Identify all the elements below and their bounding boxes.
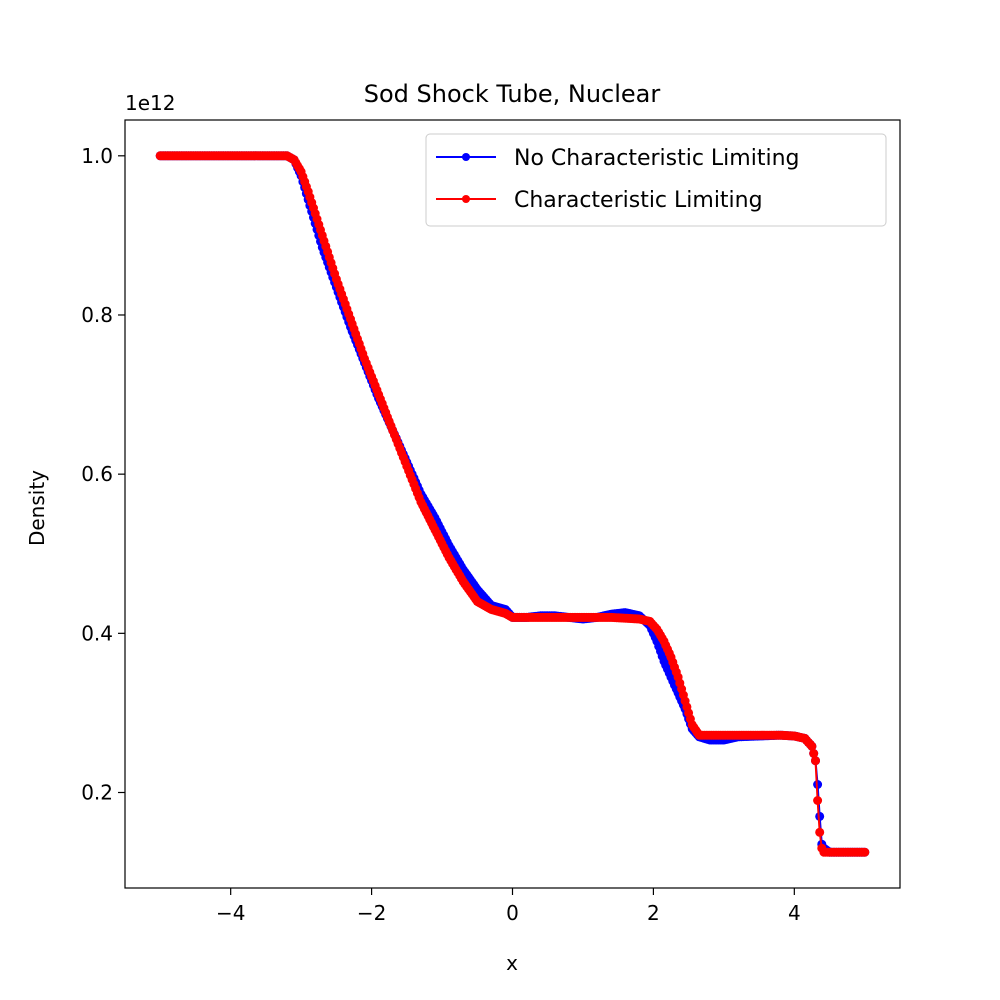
y-tick-label: 0.4 [81, 621, 113, 645]
y-axis-label: Density [25, 470, 49, 546]
y-tick-label: 0.6 [81, 462, 113, 486]
y-tick-label: 0.2 [81, 780, 113, 804]
axes-layer: −4 −2 0 2 4 0.2 0.4 0.6 0.8 1.0 [81, 144, 800, 925]
legend-marker-char-limiting [462, 195, 470, 203]
data-point [811, 756, 820, 766]
series-char-limiting [155, 151, 870, 857]
y-tick-label: 0.8 [81, 303, 113, 327]
data-point [815, 827, 825, 837]
x-axis-label: x [506, 951, 518, 975]
data-point [813, 796, 823, 805]
legend: No Characteristic Limiting Characteristi… [425, 133, 887, 227]
x-tick-label: −2 [357, 901, 386, 925]
data-point [807, 741, 817, 751]
chart-title: Sod Shock Tube, Nuclear [364, 80, 661, 108]
series-layer [155, 151, 870, 857]
y-tick-label: 1.0 [81, 144, 113, 168]
data-point [860, 847, 870, 857]
y-axis-multiplier-label: 1e12 [125, 91, 175, 115]
x-tick-label: −4 [216, 901, 245, 925]
legend-entry-char-limiting: Characteristic Limiting [514, 188, 763, 213]
x-tick-label: 0 [506, 901, 519, 925]
legend-box [425, 133, 887, 227]
legend-entry-no-char-limiting: No Characteristic Limiting [514, 146, 799, 171]
data-point [815, 811, 825, 821]
legend-marker-no-char-limiting [462, 153, 470, 161]
x-tick-label: 2 [647, 901, 660, 925]
plot-area-frame [124, 119, 901, 889]
data-point [809, 749, 819, 758]
x-tick-label: 4 [788, 901, 801, 925]
